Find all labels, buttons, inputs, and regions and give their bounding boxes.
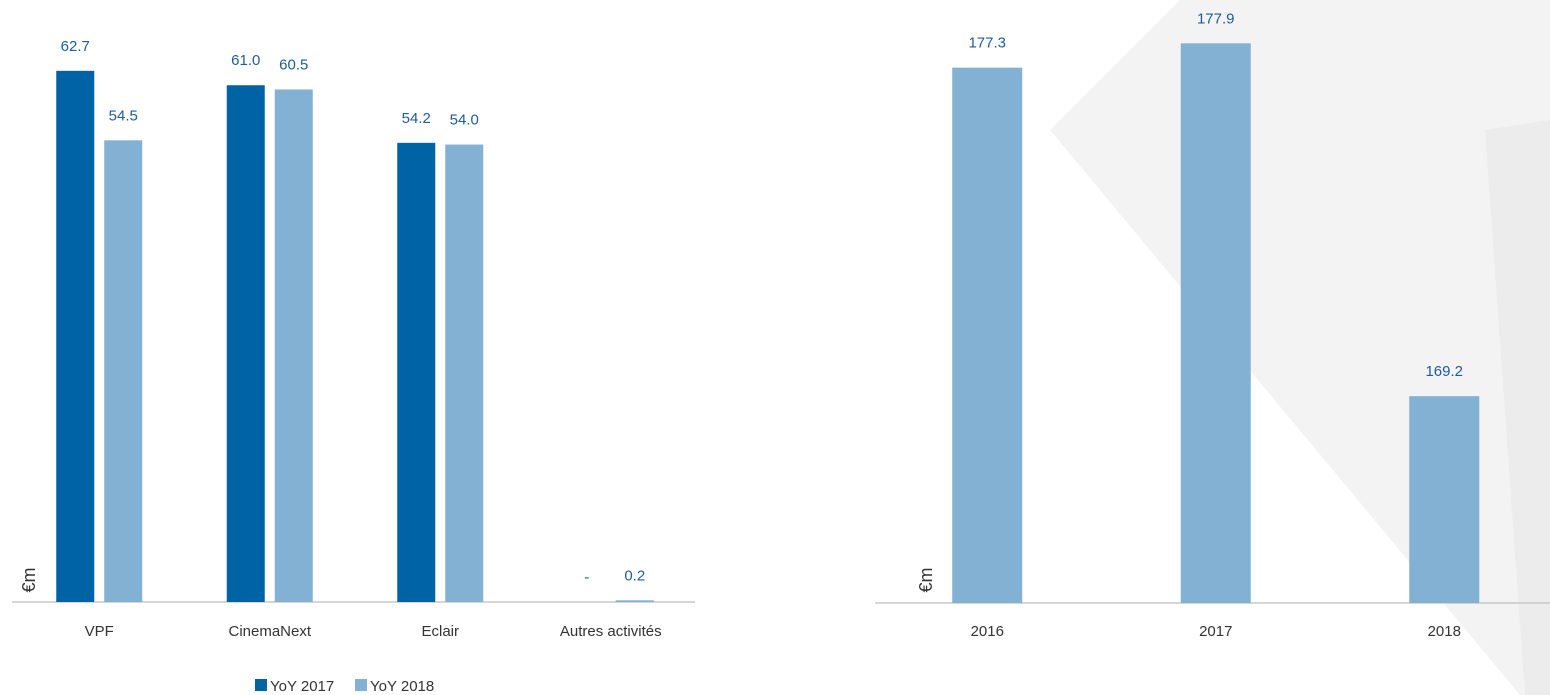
x-tick-label: Autres activités	[560, 623, 662, 640]
value-label: 177.3	[968, 35, 1006, 52]
legend-swatch	[355, 679, 367, 691]
value-label: 54.0	[450, 112, 479, 129]
legend-swatch	[255, 679, 267, 691]
legend-label: YoY 2018	[370, 678, 434, 695]
bar	[615, 600, 654, 602]
bar	[445, 144, 484, 603]
bar	[56, 70, 95, 602]
value-label: 62.7	[61, 38, 90, 55]
x-tick-label: Eclair	[421, 623, 459, 640]
bar	[104, 140, 143, 603]
x-tick-label: CinemaNext	[228, 623, 311, 640]
x-tick-label: 2017	[1199, 623, 1232, 640]
x-tick-label: VPF	[85, 623, 114, 640]
value-label: 54.2	[402, 110, 431, 127]
bar	[1180, 43, 1251, 604]
value-label: 60.5	[279, 56, 308, 73]
legend-label: YoY 2017	[270, 678, 334, 695]
bar	[274, 89, 313, 602]
value-label: 54.5	[109, 107, 138, 124]
y-axis-label: €m	[916, 567, 936, 592]
watermark	[1485, 120, 1550, 695]
x-tick-label: 2018	[1428, 623, 1461, 640]
bar	[952, 67, 1023, 603]
bar	[1409, 396, 1480, 603]
value-label: 0.2	[624, 567, 645, 584]
value-label: 177.9	[1197, 10, 1235, 27]
bar	[397, 142, 436, 602]
x-tick-label: 2016	[971, 623, 1004, 640]
value-label: -	[584, 569, 589, 586]
value-label: 61.0	[231, 52, 260, 69]
value-label: 169.2	[1425, 363, 1463, 380]
y-axis-label: €m	[19, 567, 39, 592]
bar	[226, 85, 265, 602]
